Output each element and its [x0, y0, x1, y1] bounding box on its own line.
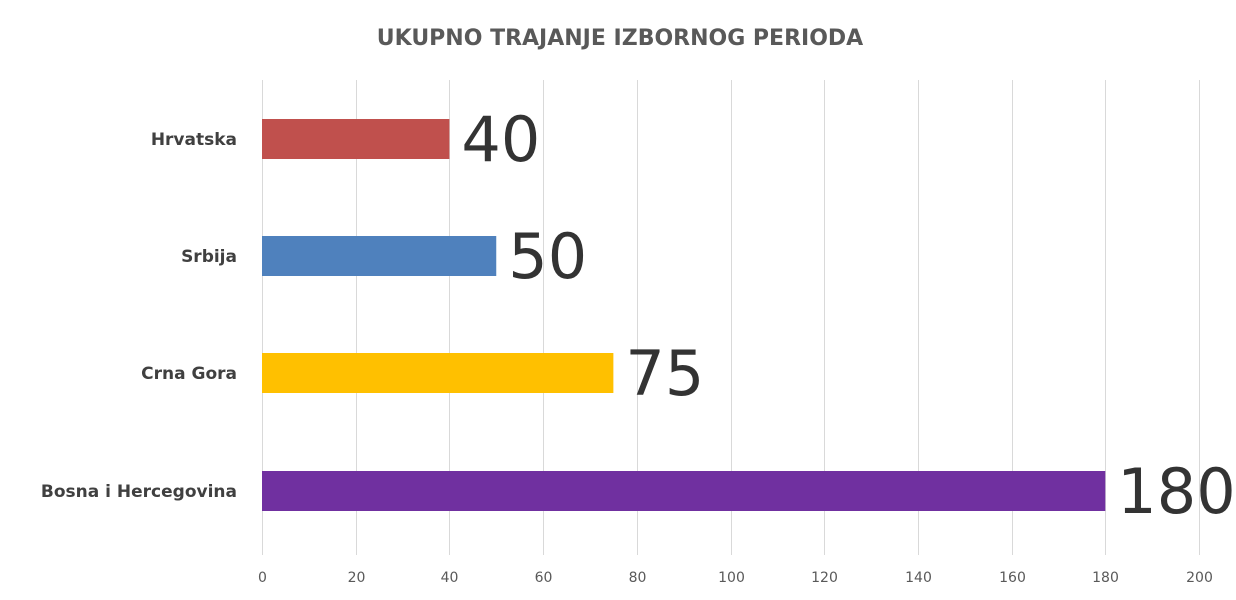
category-label: Srbija: [181, 247, 237, 267]
bars: [262, 119, 1106, 511]
category-labels: Hrvatska Srbija Crna Gora Bosna i Hercegovi…: [41, 130, 237, 502]
x-tick-label: 180: [1092, 570, 1119, 586]
x-tick-label: 140: [905, 570, 932, 586]
x-tick-label: 20: [348, 570, 366, 586]
bar-srbija: [262, 236, 497, 276]
data-label: 50: [508, 220, 587, 293]
category-label: Bosna i Hercegovina: [41, 482, 237, 502]
data-label: 75: [625, 337, 704, 410]
gridlines: [262, 80, 1200, 555]
chart-title: UKUPNO TRAJANJE IZBORNOG PERIODA: [377, 26, 863, 51]
data-labels: 40 50 75 180: [461, 103, 1235, 528]
data-label: 180: [1117, 455, 1235, 528]
x-tick-label: 200: [1186, 570, 1213, 586]
x-tick-label: 160: [999, 570, 1026, 586]
bar-crna-gora: [262, 353, 614, 393]
data-label: 40: [461, 103, 540, 176]
category-label: Crna Gora: [141, 364, 237, 384]
category-label: Hrvatska: [151, 130, 237, 150]
x-tick-label: 0: [258, 570, 267, 586]
bar-bosna-i-hercegovina: [262, 471, 1106, 511]
bar-hrvatska: [262, 119, 450, 159]
x-tick-label: 80: [629, 570, 647, 586]
x-axis-tick-labels: 0 20 40 60 80 100 120 140 160 180 200: [258, 570, 1213, 586]
x-tick-label: 60: [535, 570, 553, 586]
x-tick-label: 40: [441, 570, 459, 586]
x-tick-label: 100: [718, 570, 745, 586]
x-tick-label: 120: [811, 570, 838, 586]
